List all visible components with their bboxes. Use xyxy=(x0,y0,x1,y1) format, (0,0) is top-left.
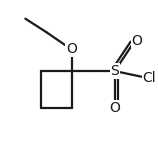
Text: O: O xyxy=(109,101,120,115)
Text: O: O xyxy=(66,42,77,56)
Text: Cl: Cl xyxy=(143,71,156,85)
Text: O: O xyxy=(132,34,143,48)
Text: S: S xyxy=(110,64,119,78)
